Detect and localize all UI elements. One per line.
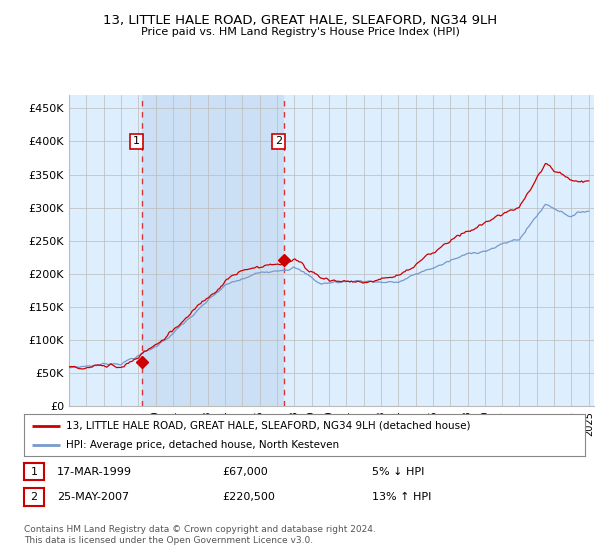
Text: £67,000: £67,000 bbox=[222, 466, 268, 477]
Text: 2: 2 bbox=[31, 492, 37, 502]
Text: 13, LITTLE HALE ROAD, GREAT HALE, SLEAFORD, NG34 9LH (detached house): 13, LITTLE HALE ROAD, GREAT HALE, SLEAFO… bbox=[66, 421, 470, 431]
Text: 2: 2 bbox=[275, 137, 282, 147]
Text: 17-MAR-1999: 17-MAR-1999 bbox=[57, 466, 132, 477]
Text: 1: 1 bbox=[31, 466, 37, 477]
Text: 5% ↓ HPI: 5% ↓ HPI bbox=[372, 466, 424, 477]
Text: Price paid vs. HM Land Registry's House Price Index (HPI): Price paid vs. HM Land Registry's House … bbox=[140, 27, 460, 37]
Bar bbox=[142, 95, 284, 406]
Text: 1: 1 bbox=[133, 137, 140, 147]
Text: 13% ↑ HPI: 13% ↑ HPI bbox=[372, 492, 431, 502]
Text: Contains HM Land Registry data © Crown copyright and database right 2024.
This d: Contains HM Land Registry data © Crown c… bbox=[24, 525, 376, 545]
Text: 25-MAY-2007: 25-MAY-2007 bbox=[57, 492, 129, 502]
Text: £220,500: £220,500 bbox=[222, 492, 275, 502]
Text: 13, LITTLE HALE ROAD, GREAT HALE, SLEAFORD, NG34 9LH: 13, LITTLE HALE ROAD, GREAT HALE, SLEAFO… bbox=[103, 14, 497, 27]
Text: HPI: Average price, detached house, North Kesteven: HPI: Average price, detached house, Nort… bbox=[66, 440, 339, 450]
